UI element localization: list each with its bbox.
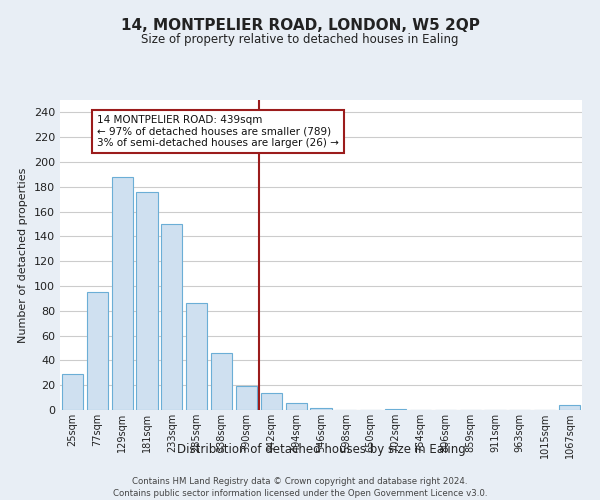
Text: Contains public sector information licensed under the Open Government Licence v3: Contains public sector information licen… xyxy=(113,489,487,498)
Bar xyxy=(286,402,307,410)
Y-axis label: Number of detached properties: Number of detached properties xyxy=(19,168,28,342)
Bar xyxy=(87,292,108,410)
Bar xyxy=(161,224,182,410)
Text: Size of property relative to detached houses in Ealing: Size of property relative to detached ho… xyxy=(141,32,459,46)
Bar xyxy=(211,353,232,410)
Bar xyxy=(62,374,83,410)
Bar xyxy=(136,192,158,410)
Bar xyxy=(559,405,580,410)
Bar xyxy=(186,304,207,410)
Bar xyxy=(236,386,257,410)
Text: 14 MONTPELIER ROAD: 439sqm
← 97% of detached houses are smaller (789)
3% of semi: 14 MONTPELIER ROAD: 439sqm ← 97% of deta… xyxy=(97,115,339,148)
Text: Contains HM Land Registry data © Crown copyright and database right 2024.: Contains HM Land Registry data © Crown c… xyxy=(132,478,468,486)
Text: Distribution of detached houses by size in Ealing: Distribution of detached houses by size … xyxy=(176,442,466,456)
Bar xyxy=(310,408,332,410)
Bar xyxy=(385,409,406,410)
Bar xyxy=(261,392,282,410)
Bar xyxy=(112,177,133,410)
Text: 14, MONTPELIER ROAD, LONDON, W5 2QP: 14, MONTPELIER ROAD, LONDON, W5 2QP xyxy=(121,18,479,32)
